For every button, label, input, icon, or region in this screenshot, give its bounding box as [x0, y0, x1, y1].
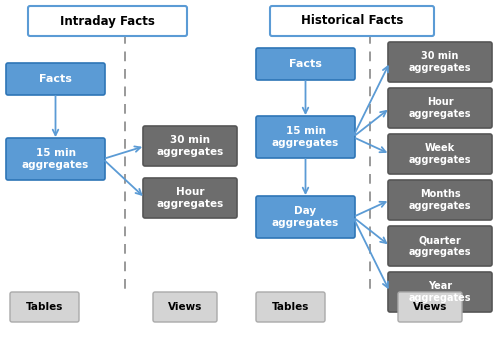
Text: Facts: Facts [39, 74, 72, 84]
Text: Quarter
aggregates: Quarter aggregates [409, 235, 471, 257]
FancyBboxPatch shape [388, 180, 492, 220]
FancyBboxPatch shape [388, 226, 492, 266]
Text: Year
aggregates: Year aggregates [409, 281, 471, 303]
FancyBboxPatch shape [28, 6, 187, 36]
Text: 15 min
aggregates: 15 min aggregates [272, 126, 339, 148]
FancyBboxPatch shape [398, 292, 462, 322]
Text: Months
aggregates: Months aggregates [409, 189, 471, 211]
Text: Intraday Facts: Intraday Facts [60, 15, 155, 27]
FancyBboxPatch shape [256, 292, 325, 322]
Text: 30 min
aggregates: 30 min aggregates [156, 135, 224, 157]
Text: 15 min
aggregates: 15 min aggregates [22, 148, 89, 170]
Text: Historical Facts: Historical Facts [301, 15, 403, 27]
FancyBboxPatch shape [388, 88, 492, 128]
Text: Tables: Tables [272, 302, 309, 312]
FancyBboxPatch shape [256, 116, 355, 158]
Text: Hour
aggregates: Hour aggregates [409, 97, 471, 119]
FancyBboxPatch shape [388, 272, 492, 312]
Text: Views: Views [413, 302, 447, 312]
FancyBboxPatch shape [388, 42, 492, 82]
FancyBboxPatch shape [256, 48, 355, 80]
FancyBboxPatch shape [10, 292, 79, 322]
FancyBboxPatch shape [143, 126, 237, 166]
Text: Views: Views [168, 302, 202, 312]
FancyBboxPatch shape [388, 134, 492, 174]
Text: Facts: Facts [289, 59, 322, 69]
FancyBboxPatch shape [256, 196, 355, 238]
Text: Hour
aggregates: Hour aggregates [156, 187, 224, 209]
Text: 30 min
aggregates: 30 min aggregates [409, 51, 471, 73]
Text: Day
aggregates: Day aggregates [272, 206, 339, 228]
FancyBboxPatch shape [153, 292, 217, 322]
FancyBboxPatch shape [143, 178, 237, 218]
FancyBboxPatch shape [6, 138, 105, 180]
Text: Week
aggregates: Week aggregates [409, 143, 471, 165]
FancyBboxPatch shape [6, 63, 105, 95]
Text: Tables: Tables [26, 302, 63, 312]
FancyBboxPatch shape [270, 6, 434, 36]
